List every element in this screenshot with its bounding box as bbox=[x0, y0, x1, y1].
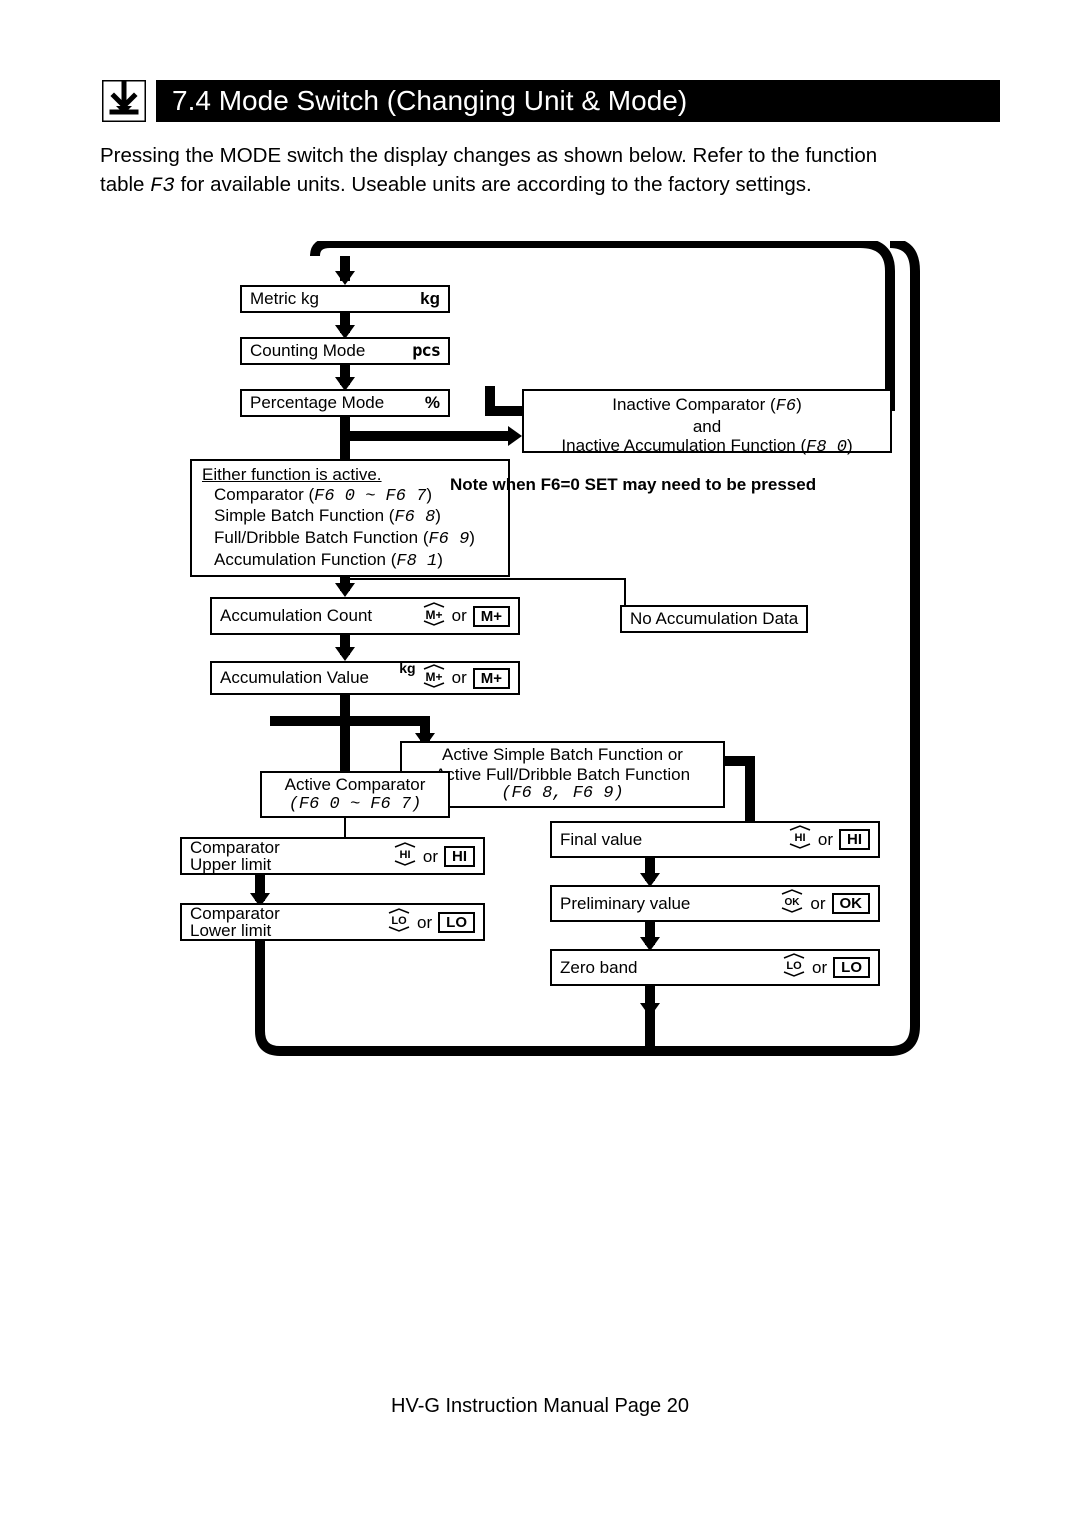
badge-kg: kg bbox=[420, 289, 440, 309]
arrow-down-icon bbox=[100, 80, 148, 122]
label-counting: Counting Mode bbox=[250, 341, 365, 361]
ind-ok: OK bbox=[832, 893, 871, 914]
ea-sb-b: ) bbox=[435, 506, 441, 525]
intro-line2b: for available units. Useable units are a… bbox=[175, 173, 812, 196]
badge-percent: % bbox=[425, 393, 440, 413]
intro-f3: F3 bbox=[150, 175, 175, 198]
hi-icon-2: HI bbox=[788, 825, 812, 854]
or-1: or bbox=[452, 606, 467, 626]
or-3: or bbox=[423, 847, 438, 867]
inactive-l1a: Inactive Comparator ( bbox=[612, 395, 775, 414]
lo-icon-2: LO bbox=[782, 953, 806, 982]
ea-fd-a: Full/Dribble Batch Function ( bbox=[214, 528, 428, 547]
ind-mplus-1: M+ bbox=[473, 606, 510, 627]
ea-fd-b: ) bbox=[469, 528, 475, 547]
ea-sb-a: Simple Batch Function ( bbox=[214, 506, 394, 525]
ind-hi-1: HI bbox=[444, 846, 475, 867]
or-6: or bbox=[810, 894, 825, 914]
svg-text:HI: HI bbox=[399, 849, 410, 861]
label-no-accum: No Accumulation Data bbox=[630, 609, 798, 629]
hi-icon: HI bbox=[393, 842, 417, 871]
ea-sb-seg: F6 8 bbox=[394, 508, 435, 527]
box-active-comparator: Active Comparator (F6 0 ~ F6 7) bbox=[260, 771, 450, 818]
mplus-icon: M+ bbox=[422, 601, 446, 631]
box-counting-mode: Counting Mode pcs bbox=[240, 337, 450, 365]
section-number: 7.4 bbox=[172, 85, 211, 117]
active-comp: Active Comparator bbox=[270, 775, 440, 795]
ea-comp-a: Comparator ( bbox=[214, 485, 314, 504]
inactive-l1b: ) bbox=[796, 395, 802, 414]
mplus-icon-2: M+ bbox=[422, 663, 446, 693]
svg-text:LO: LO bbox=[391, 915, 407, 927]
svg-text:M+: M+ bbox=[425, 608, 442, 622]
box-comp-upper: Comparator Upper limit HI or HI bbox=[180, 837, 485, 875]
or-7: or bbox=[812, 958, 827, 978]
active-comp-seg: (F6 0 ~ F6 7) bbox=[270, 795, 440, 815]
or-5: or bbox=[818, 830, 833, 850]
label-percentage: Percentage Mode bbox=[250, 393, 384, 413]
intro-line1: Pressing the MODE switch the display cha… bbox=[100, 144, 877, 167]
ea-af-seg: F8 1 bbox=[396, 552, 437, 571]
section-title-text: Mode Switch (Changing Unit & Mode) bbox=[219, 85, 687, 117]
ind-hi-2: HI bbox=[839, 829, 870, 850]
inactive-l3a: Inactive Accumulation Function ( bbox=[561, 436, 806, 455]
box-accum-value: Accumulation Value kg M+ or M+ bbox=[210, 661, 520, 695]
ind-mplus-2: M+ bbox=[473, 668, 510, 689]
inactive-and: and bbox=[530, 417, 884, 437]
section-heading: 7.4 Mode Switch (Changing Unit & Mode) bbox=[156, 80, 1000, 122]
inactive-f80: F8 0 bbox=[806, 438, 847, 457]
box-accum-count: Accumulation Count M+ or M+ bbox=[210, 597, 520, 635]
kg-small: kg bbox=[399, 660, 415, 676]
section-title: 7.4 Mode Switch (Changing Unit & Mode) bbox=[100, 80, 1000, 122]
ea-af-b: ) bbox=[437, 550, 443, 569]
box-no-accum: No Accumulation Data bbox=[620, 605, 808, 633]
or-4: or bbox=[417, 913, 432, 933]
ind-lo-1: LO bbox=[438, 912, 475, 933]
ea-af-a: Accumulation Function ( bbox=[214, 550, 396, 569]
label-final: Final value bbox=[560, 830, 642, 850]
box-final-value: Final value HI or HI bbox=[550, 821, 880, 858]
box-inactive: Inactive Comparator (F6) and Inactive Ac… bbox=[522, 389, 892, 453]
label-accum-value: Accumulation Value bbox=[220, 668, 369, 688]
box-metric-kg: Metric kg kg bbox=[240, 285, 450, 313]
svg-text:OK: OK bbox=[785, 897, 801, 908]
inactive-f6: F6 bbox=[776, 397, 796, 416]
ind-lo-2: LO bbox=[833, 957, 870, 978]
label-metric-kg: Metric kg bbox=[250, 289, 319, 309]
ea-fd-seg: F6 9 bbox=[428, 530, 469, 549]
badge-pcs: pcs bbox=[412, 341, 440, 361]
box-zero-band: Zero band LO or LO bbox=[550, 949, 880, 986]
inactive-l3b: ) bbox=[847, 436, 853, 455]
note-text: Note when F6=0 SET may need to be presse… bbox=[450, 475, 816, 495]
or-2: or bbox=[452, 668, 467, 688]
svg-text:LO: LO bbox=[786, 960, 802, 972]
svg-text:HI: HI bbox=[794, 832, 805, 844]
box-comp-lower: Comparator Lower limit LO or LO bbox=[180, 903, 485, 941]
label-prelim: Preliminary value bbox=[560, 894, 690, 914]
box-prelim-value: Preliminary value OK or OK bbox=[550, 885, 880, 922]
ea-comp-seg: F6 0 ~ F6 7 bbox=[314, 487, 426, 506]
ea-comp-b: ) bbox=[426, 485, 432, 504]
lo-icon: LO bbox=[387, 908, 411, 937]
active-seg: (F6 8, F6 9) bbox=[410, 784, 715, 804]
page-footer: HV-G Instruction Manual Page 20 bbox=[0, 1395, 1080, 1418]
label-comp-lower: Comparator Lower limit bbox=[190, 905, 280, 939]
label-accum-count: Accumulation Count bbox=[220, 606, 372, 626]
box-percentage-mode: Percentage Mode % bbox=[240, 389, 450, 417]
active-simple: Active Simple Batch Function or bbox=[410, 745, 715, 765]
ok-icon: OK bbox=[780, 889, 804, 918]
intro-text: Pressing the MODE switch the display cha… bbox=[100, 142, 1000, 201]
label-zero-band: Zero band bbox=[560, 958, 638, 978]
svg-text:M+: M+ bbox=[425, 670, 442, 684]
flowchart-diagram: Metric kg kg Counting Mode pcs Percentag… bbox=[170, 241, 930, 1061]
intro-line2a: table bbox=[100, 173, 150, 196]
active-full: Active Full/Dribble Batch Function bbox=[410, 765, 715, 785]
label-comp-upper: Comparator Upper limit bbox=[190, 839, 280, 873]
